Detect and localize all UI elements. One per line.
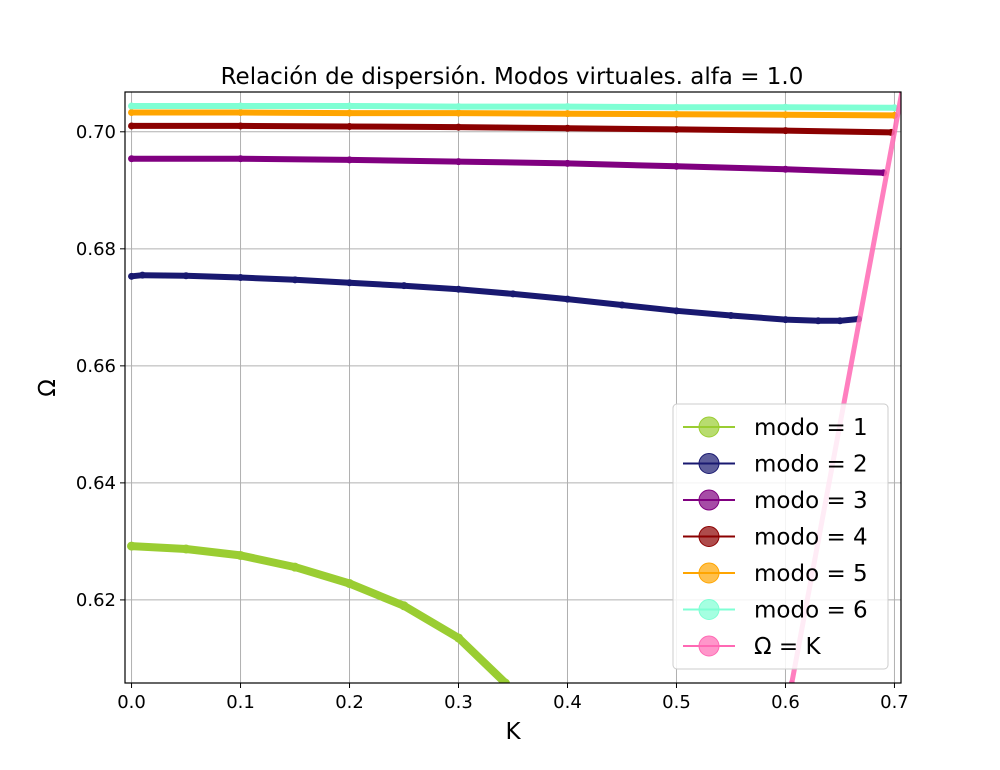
legend-marker <box>698 526 720 547</box>
series-2-point <box>672 307 680 315</box>
x-tick-label: 0.3 <box>444 692 473 713</box>
series-1-point <box>500 678 510 683</box>
legend-label: modo = 4 <box>754 525 868 551</box>
series-1-point <box>290 562 300 572</box>
series-line-1 <box>127 542 510 683</box>
series-2-point <box>509 290 517 298</box>
series-2-point <box>138 271 146 279</box>
series-4-point <box>781 127 789 135</box>
chart-title: Relación de dispersión. Modos virtuales.… <box>221 64 804 90</box>
series-2-point <box>346 279 354 287</box>
series-line-5 <box>128 109 898 119</box>
series-5-point <box>781 111 789 119</box>
series-1-point <box>181 544 191 554</box>
series-5-point <box>672 110 680 118</box>
series-5-point <box>455 109 463 117</box>
series-6-point <box>237 102 245 110</box>
plot-frame <box>124 91 902 684</box>
legend-box <box>672 403 889 670</box>
legend-marker <box>698 416 720 438</box>
series-7-point <box>788 680 795 683</box>
x-tick-label: 0.2 <box>335 692 364 713</box>
series-2-point <box>836 317 844 325</box>
series-4-point <box>455 123 463 131</box>
series-2-point <box>237 273 245 281</box>
x-tick-label: 0.6 <box>771 692 800 713</box>
series-line-6 <box>128 103 898 111</box>
series-6-point <box>346 102 354 110</box>
x-tick-label: 0.5 <box>662 692 691 713</box>
series-4-point <box>563 124 571 132</box>
series-2-point <box>563 295 571 303</box>
series-line-4 <box>128 122 895 136</box>
series-5-point <box>563 110 571 118</box>
legend-marker <box>698 562 720 584</box>
legend-label: modo = 3 <box>754 488 868 514</box>
series-1-point <box>127 541 137 551</box>
series-2-point <box>182 272 190 280</box>
x-axis-label: K <box>505 719 521 745</box>
series-6-point <box>128 102 136 110</box>
legend-marker <box>698 635 720 657</box>
series-1-point <box>345 579 355 589</box>
series-4-point <box>672 125 680 133</box>
series-4-point <box>346 123 354 131</box>
x-tick-label: 0.0 <box>117 692 146 713</box>
y-tick-label: 0.66 <box>76 356 116 377</box>
axis-ticks: 0.0 0.1 0.2 0.3 0.4 0.5 0.6 0.7 0.62 0.64 0.66 0.68… <box>76 122 909 713</box>
series-3-point <box>237 155 245 163</box>
legend-marker <box>698 489 720 511</box>
y-tick-label: 0.70 <box>76 122 116 143</box>
legend-label: modo = 6 <box>754 598 868 624</box>
series-3-point <box>455 158 463 166</box>
series-5-point <box>128 108 136 116</box>
series-6-point <box>455 103 463 111</box>
series-4-point <box>128 122 136 130</box>
y-tick-label: 0.68 <box>76 239 116 260</box>
y-tick-label: 0.64 <box>76 473 116 494</box>
series-2-point <box>128 272 136 280</box>
x-tick-label: 0.1 <box>226 692 255 713</box>
series-1-point <box>454 633 464 643</box>
series-6-point <box>563 103 571 111</box>
series-line-3 <box>128 155 887 176</box>
series-2-point <box>814 317 822 325</box>
legend-marker <box>698 453 720 474</box>
series-1-point <box>236 550 246 560</box>
x-tick-label: 0.4 <box>553 692 582 713</box>
series-2-point <box>291 276 299 284</box>
series-clip-group <box>127 92 901 683</box>
series-4-point <box>237 122 245 130</box>
series-6-point <box>781 103 789 111</box>
legend: modo = 1 modo = 2 modo = 3 modo = 4 modo = 5… <box>672 403 889 670</box>
series-layer <box>127 92 901 683</box>
series-2-point <box>727 312 735 320</box>
series-2-point <box>781 316 789 324</box>
series-3-point <box>672 162 680 170</box>
legend-label: modo = 5 <box>754 561 868 587</box>
series-3-point <box>563 159 571 167</box>
y-axis-label: Ω <box>35 379 61 397</box>
legend-marker <box>698 599 720 620</box>
series-5-point <box>346 109 354 117</box>
series-5-point <box>237 108 245 116</box>
series-6-point <box>672 103 680 111</box>
series-2-point <box>618 301 626 309</box>
series-2-point <box>455 285 463 293</box>
legend-label: Ω = K <box>754 634 821 660</box>
series-3-point <box>781 165 789 173</box>
series-1-point <box>399 601 409 611</box>
legend-label: modo = 2 <box>754 452 868 478</box>
series-3-point <box>346 156 354 164</box>
legend-label: modo = 1 <box>754 415 868 441</box>
series-3-point <box>128 155 136 163</box>
y-tick-label: 0.62 <box>76 590 116 611</box>
series-2-point <box>400 282 408 290</box>
x-tick-label: 0.7 <box>880 692 909 713</box>
